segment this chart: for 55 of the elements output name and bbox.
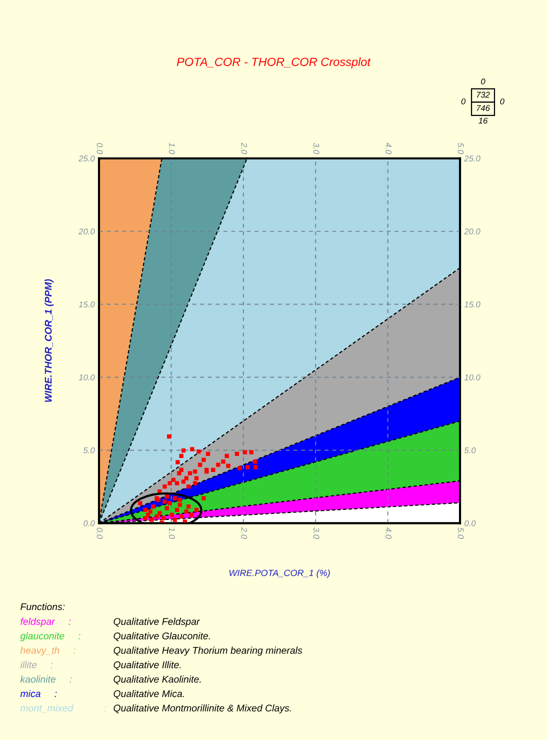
text: 16 [478, 118, 488, 124]
text: 746 [476, 105, 490, 112]
x-tick-label: 1.0 [168, 528, 175, 539]
x2-tick-label: 2.0 [241, 142, 248, 154]
text: Qualitative Heavy Thorium bearing minerals [114, 646, 302, 656]
x2-tick-label: 5.0 [458, 142, 464, 154]
x-axis-title: WIRE.POTA_COR_1 (%) [229, 569, 330, 578]
text: illite [20, 661, 37, 668]
text: mont_mixed [20, 704, 74, 713]
chart-title: POTA_COR - THOR_COR Crossplot [176, 57, 371, 68]
text: 0 [481, 78, 486, 84]
y2-tick-label: 10.0 [464, 374, 480, 380]
text: kaolinite [20, 676, 56, 683]
text: : [104, 706, 106, 712]
legend-title: Functions: [20, 603, 65, 610]
text: heavy_th [20, 646, 60, 656]
y2-tick-label: 5.0 [464, 447, 476, 454]
x2-tick-label: 1.0 [168, 142, 175, 154]
text: : [70, 677, 72, 683]
text: 0 [461, 98, 466, 104]
text: mica [20, 690, 40, 698]
y2-tick-label: 25.0 [464, 156, 480, 162]
text: : [68, 620, 71, 625]
text: Qualitative Illite. [114, 661, 181, 670]
text: glauconite [20, 632, 64, 642]
y-axis-title: WIRE.THOR_COR_1 (PPM) [44, 279, 54, 402]
x-tick-label: 4.0 [386, 527, 392, 539]
x-tick-label: 3.0 [313, 528, 320, 539]
x-tick-label: 0.0 [96, 528, 103, 539]
text: Qualitative Feldspar [114, 618, 200, 627]
y-tick-label: 20.0 [78, 228, 95, 234]
x2-tick-label: 3.0 [313, 142, 320, 154]
y-tick-label: 10.0 [78, 374, 95, 380]
y-tick-label: 25.0 [78, 156, 95, 162]
text: 0 [500, 98, 504, 104]
text: Qualitative Glauconite. [114, 632, 210, 642]
y-tick-label: 5.0 [83, 447, 95, 454]
text: : [50, 663, 53, 668]
x2-tick-label: 4.0 [386, 142, 392, 154]
text: 732 [476, 92, 490, 98]
text: : [74, 648, 76, 654]
text: Qualitative Montmorillinite & Mixed Clays. [114, 704, 291, 714]
text: feldspar [20, 618, 56, 627]
y-tick-label: 0.0 [84, 520, 95, 526]
text: : [78, 634, 80, 640]
y-tick-label: 15.0 [78, 301, 95, 308]
y2-tick-label: 15.0 [464, 301, 480, 308]
x-tick-label: 5.0 [458, 528, 464, 539]
y2-tick-label: 20.0 [464, 228, 480, 234]
text: Qualitative Mica. [114, 690, 184, 699]
text: : [54, 692, 57, 698]
text: Qualitative Kaolinite. [114, 676, 201, 684]
x-tick-label: 2.0 [241, 527, 248, 539]
y2-tick-label: 0.0 [464, 520, 476, 526]
x2-tick-label: 0.0 [96, 142, 103, 154]
